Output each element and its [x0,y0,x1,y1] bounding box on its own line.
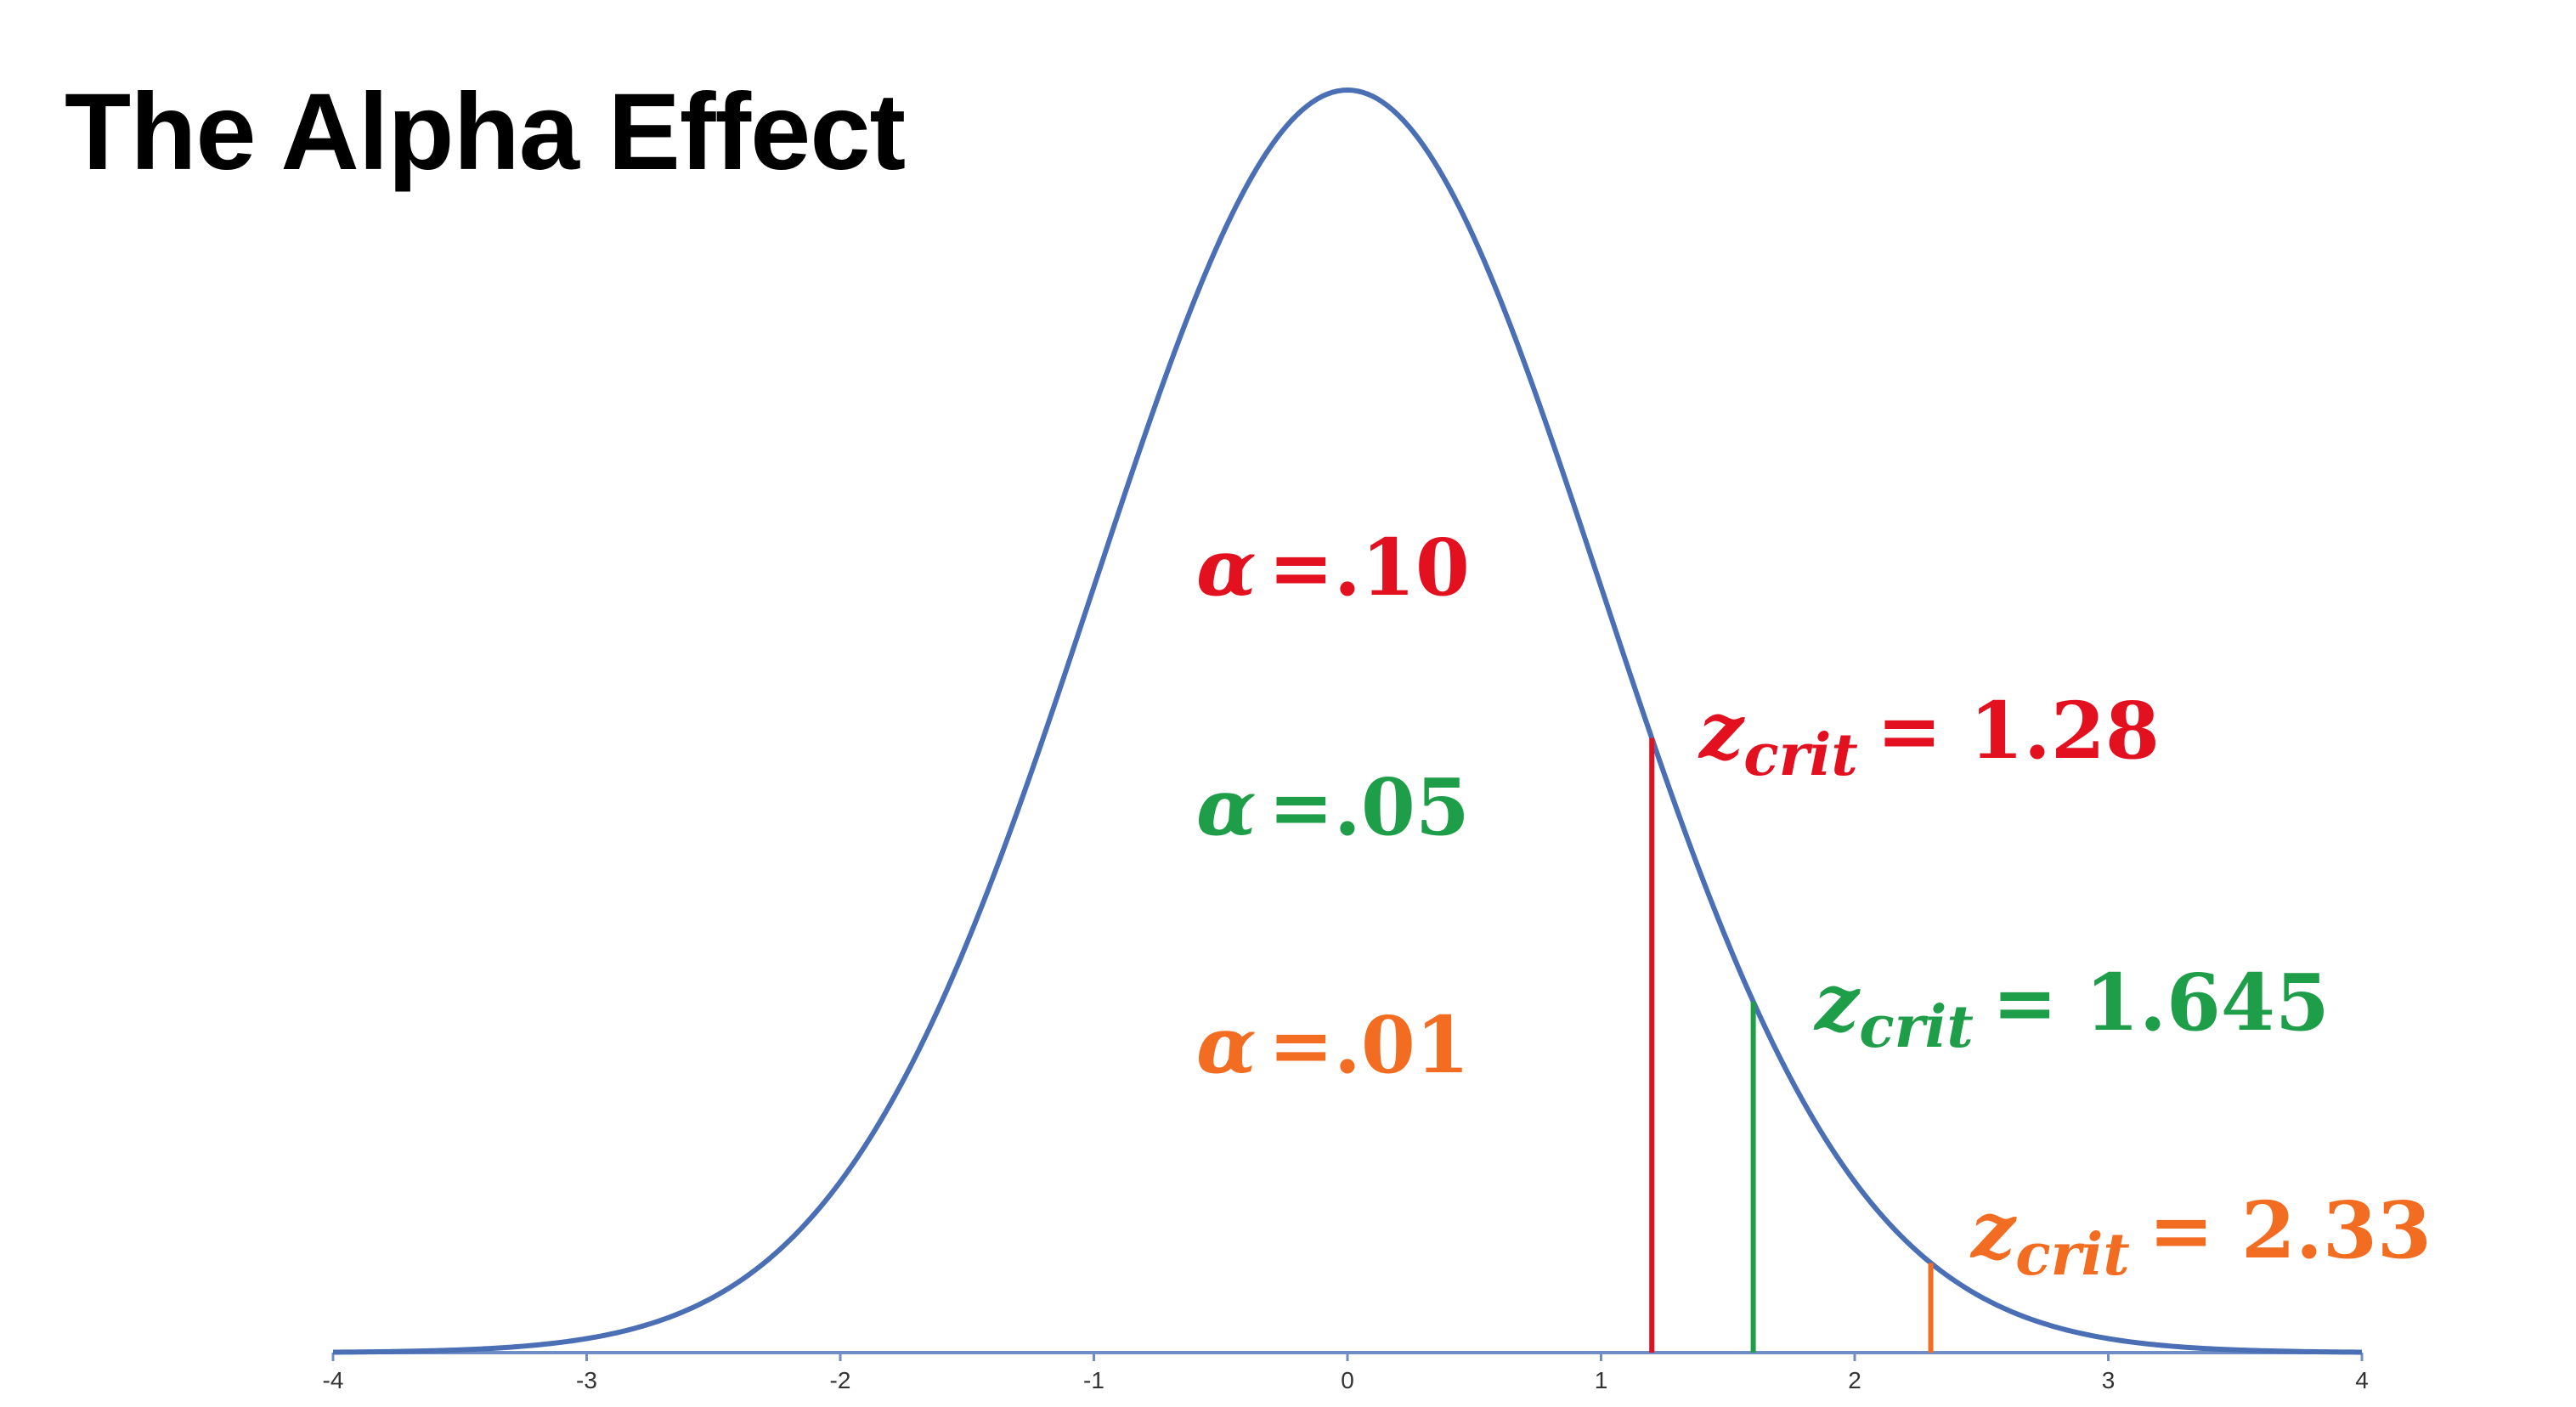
z-value: = 1.28 [1877,685,2160,777]
x-tick-label: 4 [2355,1367,2369,1393]
z-value: = 1.645 [1992,957,2330,1048]
z-value: = 2.33 [2149,1184,2432,1276]
page-title: The Alpha Effect [65,71,906,193]
x-tick-label: 2 [1848,1367,1861,1393]
x-tick-label: 3 [2102,1367,2116,1393]
critical-value-label: zcrit = 1.28 [1698,685,2160,789]
z-variable: z [1969,1184,2017,1276]
x-tick-label: -4 [323,1367,344,1393]
z-subscript: crit [1859,993,1973,1061]
critical-lines [1649,737,1934,1353]
alpha-symbol: α [1196,999,1257,1091]
alpha-value: =.05 [1268,761,1470,853]
alpha-symbol: α [1196,522,1257,613]
alpha-value: =.10 [1268,522,1470,613]
z-subscript: crit [2015,1221,2129,1289]
alpha-symbol: α [1196,761,1257,853]
z-variable: z [1698,685,1745,777]
x-axis: -4 -3 -2 -1 0 1 2 3 4 [323,1351,2369,1393]
x-tick-label: -1 [1083,1367,1104,1393]
x-tick-label: 0 [1341,1367,1354,1393]
alpha-label: α =.10 [1196,522,1470,613]
z-subscript: crit [1743,721,1857,789]
x-tick-label: -2 [830,1367,851,1393]
curve-layer [332,88,2363,1355]
x-tick-label: -3 [576,1367,597,1393]
alpha-value: =.01 [1268,999,1470,1091]
critical-value-label: zcrit = 1.645 [1813,957,2330,1061]
normal-curve [332,88,2363,1355]
alpha-label: α =.01 [1196,999,1470,1091]
critical-value-label: zcrit = 2.33 [1969,1184,2432,1289]
x-tick-label: 1 [1595,1367,1608,1393]
z-variable: z [1813,957,1861,1048]
alpha-label: α =.05 [1196,761,1470,853]
